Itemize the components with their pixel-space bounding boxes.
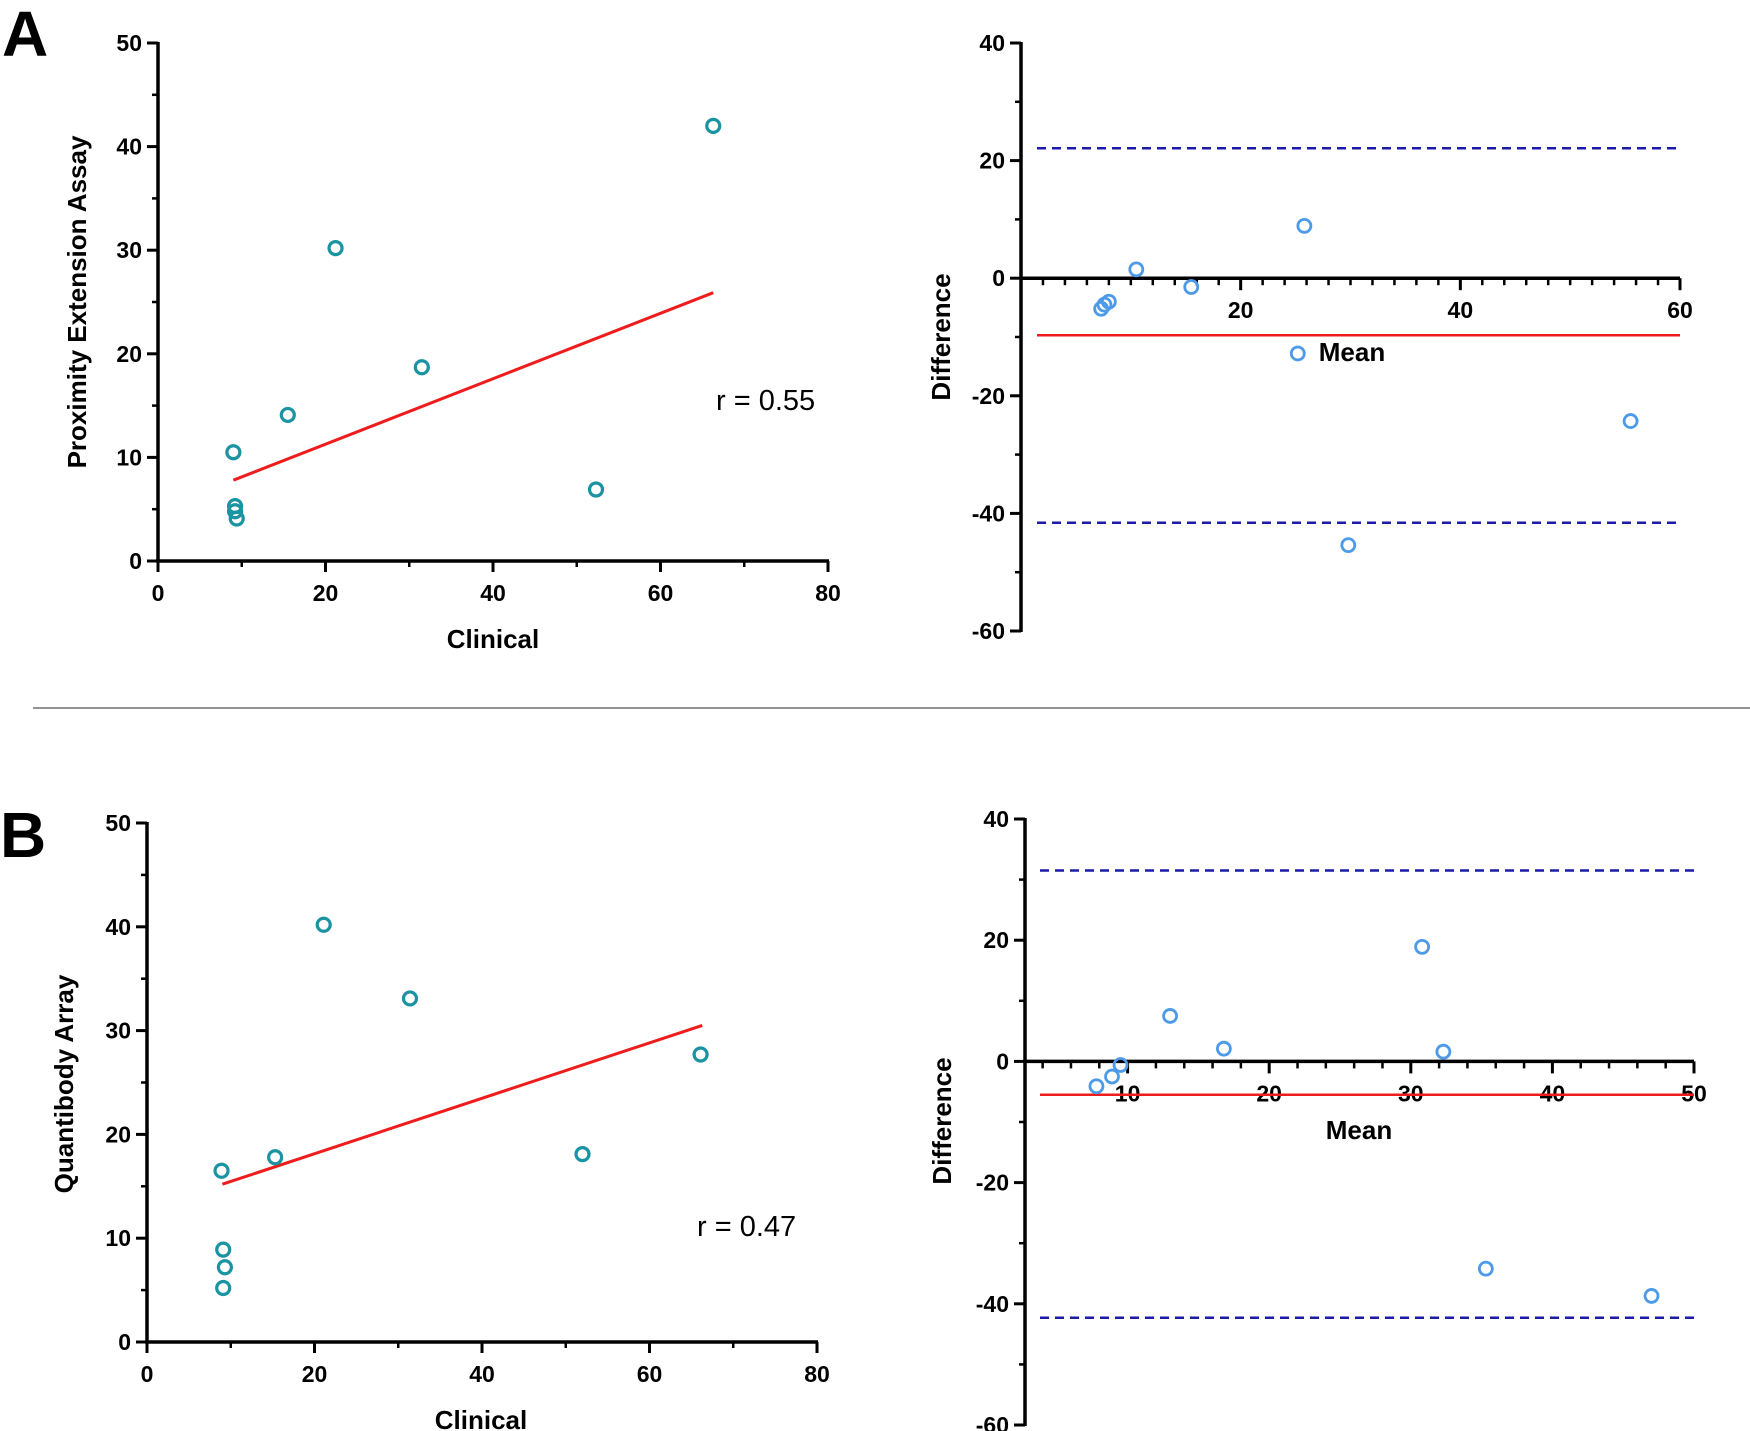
data-point	[574, 1146, 591, 1163]
data-point	[401, 990, 419, 1007]
y-tick-label: 40	[979, 30, 1005, 56]
data-point	[1289, 345, 1306, 362]
data-point	[226, 503, 244, 520]
y-tick-label: 20	[105, 1121, 131, 1147]
data-point	[1112, 1057, 1129, 1073]
y-tick-label: 30	[116, 237, 142, 263]
data-point	[1128, 261, 1145, 278]
y-tick-label: 0	[118, 1329, 131, 1355]
y-axis-label: Difference	[926, 273, 956, 400]
y-tick-label: -40	[976, 1291, 1009, 1317]
x-tick-label: 50	[1681, 1080, 1707, 1106]
y-tick-label: -20	[972, 383, 1005, 409]
data-point	[1104, 1068, 1120, 1085]
data-point	[705, 117, 722, 134]
regression-line	[221, 1023, 703, 1186]
x-tick-label: 20	[1228, 297, 1254, 323]
x-tick-label: 60	[1667, 297, 1693, 323]
data-point	[1162, 1008, 1178, 1024]
data-point	[215, 1241, 232, 1258]
y-tick-label: -40	[972, 500, 1005, 526]
x-tick-label: 80	[815, 580, 841, 606]
data-point	[1183, 279, 1200, 295]
data-point	[692, 1046, 709, 1063]
data-point	[279, 406, 296, 424]
x-tick-label: 80	[804, 1361, 830, 1387]
data-point	[216, 1259, 233, 1276]
regression-line	[232, 291, 714, 482]
x-tick-label: 40	[1448, 297, 1474, 323]
chart-a-correlation: r = 0.55 0 10 20 30 40 50 0 20 40 60 80 Clinical Pro…	[62, 30, 841, 654]
data-point	[215, 1279, 232, 1297]
y-axis-label: Quantibody Array	[49, 974, 79, 1193]
y-tick-label: 20	[116, 341, 142, 367]
panel-letter-a: A	[2, 0, 48, 70]
y-tick-label: 40	[105, 914, 131, 940]
data-point	[1477, 1260, 1494, 1277]
y-tick-label: 0	[992, 265, 1005, 291]
data-point	[1435, 1043, 1452, 1060]
x-tick-label: 0	[152, 580, 165, 606]
y-tick-label: -60	[976, 1412, 1009, 1431]
x-axis-label: Clinical	[447, 624, 539, 654]
y-tick-label: 20	[979, 148, 1005, 174]
y-tick-label: 50	[105, 810, 131, 836]
y-tick-label: 30	[105, 1018, 131, 1044]
x-tick-label: 60	[648, 580, 674, 606]
y-tick-label: -20	[976, 1170, 1009, 1196]
y-tick-label: 0	[996, 1048, 1009, 1074]
data-point	[315, 916, 332, 933]
chart-b-correlation: r = 0.47 0 10 20 30 40 50 0 20 40 60 80 Clinical Qua…	[49, 810, 830, 1431]
data-point	[225, 444, 242, 461]
x-tick-label: 20	[1256, 1080, 1282, 1106]
data-point	[228, 510, 245, 527]
y-tick-label: 10	[105, 1225, 131, 1251]
x-tick-label: 40	[480, 580, 506, 606]
y-axis-label: Difference	[927, 1057, 957, 1184]
x-tick-label: 40	[469, 1361, 495, 1387]
y-tick-label: 40	[983, 806, 1009, 832]
data-point	[1414, 938, 1431, 955]
data-point	[1622, 413, 1639, 429]
y-tick-label: 40	[116, 134, 142, 160]
data-point	[1215, 1040, 1232, 1057]
x-axis-label: Mean	[1319, 337, 1385, 367]
x-tick-label: 20	[302, 1361, 328, 1387]
data-point	[1340, 537, 1357, 554]
x-axis-label: Clinical	[435, 1405, 527, 1431]
chart-b-bland-altman: -60 -40 -20 0 20 40 10 20 30 40 50 Mean Difference	[927, 806, 1707, 1431]
data-point	[413, 359, 430, 376]
r-label-b: r = 0.47	[697, 1211, 796, 1243]
data-point	[587, 481, 605, 498]
y-axis-label: Proximity Extension Assay	[62, 135, 92, 468]
data-point	[1643, 1288, 1660, 1304]
data-point	[267, 1149, 284, 1166]
y-tick-label: -60	[972, 618, 1005, 644]
x-tick-label: 60	[637, 1361, 663, 1387]
x-axis-label: Mean	[1326, 1115, 1392, 1145]
data-point	[1100, 293, 1117, 310]
x-tick-label: 40	[1540, 1080, 1566, 1106]
data-point	[213, 1162, 230, 1179]
data-point	[327, 240, 344, 257]
y-tick-label: 0	[129, 548, 142, 574]
x-tick-label: 0	[141, 1361, 154, 1387]
y-tick-label: 20	[983, 927, 1009, 953]
panel-letter-b: B	[0, 799, 46, 871]
x-tick-label: 30	[1398, 1080, 1424, 1106]
chart-a-bland-altman: -60 -40 -20 0 20 40 20 40 60 Mean Difference	[926, 30, 1693, 644]
x-tick-label: 20	[313, 580, 339, 606]
y-tick-label: 50	[116, 30, 142, 56]
r-label-a: r = 0.55	[716, 385, 815, 417]
x-tick-label: 10	[1115, 1080, 1141, 1106]
data-point	[1296, 217, 1313, 234]
y-tick-label: 10	[116, 444, 142, 470]
data-point	[1088, 1078, 1105, 1095]
